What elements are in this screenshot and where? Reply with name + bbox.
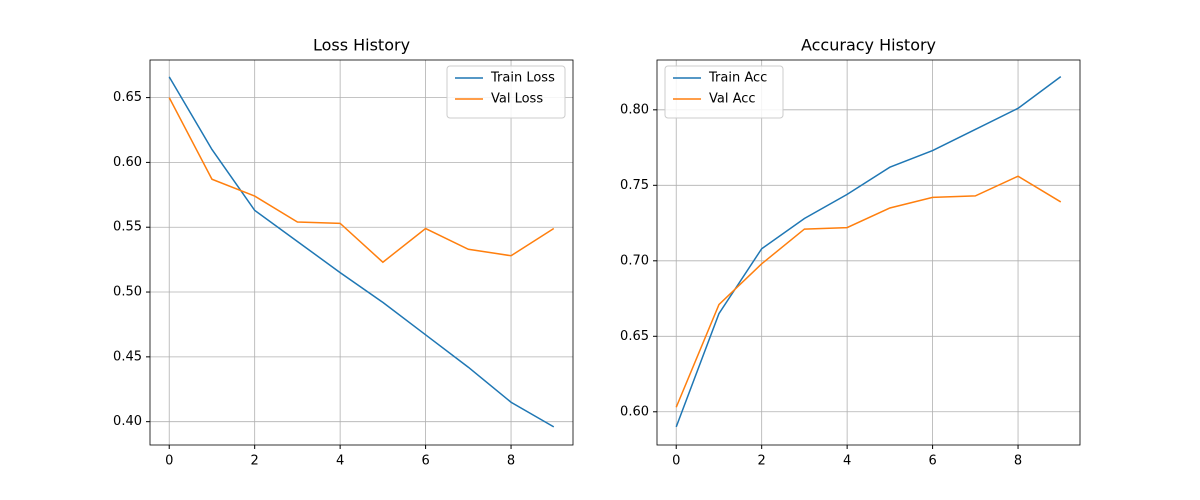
x-tick-label: 0 <box>672 454 680 469</box>
x-tick-label: 4 <box>336 454 344 469</box>
y-tick-label: 0.50 <box>113 285 142 300</box>
data-line <box>168 97 555 264</box>
legend-label: Val Loss <box>491 92 543 107</box>
x-tick-label: 8 <box>507 454 515 469</box>
x-tick-label: 8 <box>1014 454 1022 469</box>
x-tick-label: 2 <box>251 454 259 469</box>
y-tick-label: 0.60 <box>113 155 142 170</box>
y-tick-label: 0.65 <box>620 329 649 344</box>
legend-label: Train Loss <box>490 71 555 86</box>
y-tick-label: 0.45 <box>113 349 142 364</box>
plot-frame <box>656 59 1081 446</box>
plot-frame <box>149 59 574 446</box>
legend-label: Train Acc <box>708 71 767 86</box>
data-line <box>168 76 555 428</box>
legend-box <box>446 65 566 119</box>
x-tick-label: 0 <box>165 454 173 469</box>
y-tick-label: 0.65 <box>113 90 142 105</box>
y-tick-label: 0.40 <box>113 414 142 429</box>
legend-box <box>664 65 784 119</box>
x-tick-label: 2 <box>758 454 766 469</box>
legend-label: Val Acc <box>709 92 756 107</box>
x-tick-label: 6 <box>421 454 429 469</box>
x-tick-label: 4 <box>843 454 851 469</box>
y-tick-label: 0.80 <box>620 102 649 117</box>
y-tick-label: 0.70 <box>620 253 649 268</box>
data-line <box>675 76 1062 428</box>
chart-title: Accuracy History <box>801 36 936 55</box>
x-tick-label: 6 <box>928 454 936 469</box>
y-tick-label: 0.75 <box>620 178 649 193</box>
data-line <box>675 175 1062 408</box>
y-tick-label: 0.60 <box>620 404 649 419</box>
chart-title: Loss History <box>313 36 410 55</box>
y-tick-label: 0.55 <box>113 220 142 235</box>
